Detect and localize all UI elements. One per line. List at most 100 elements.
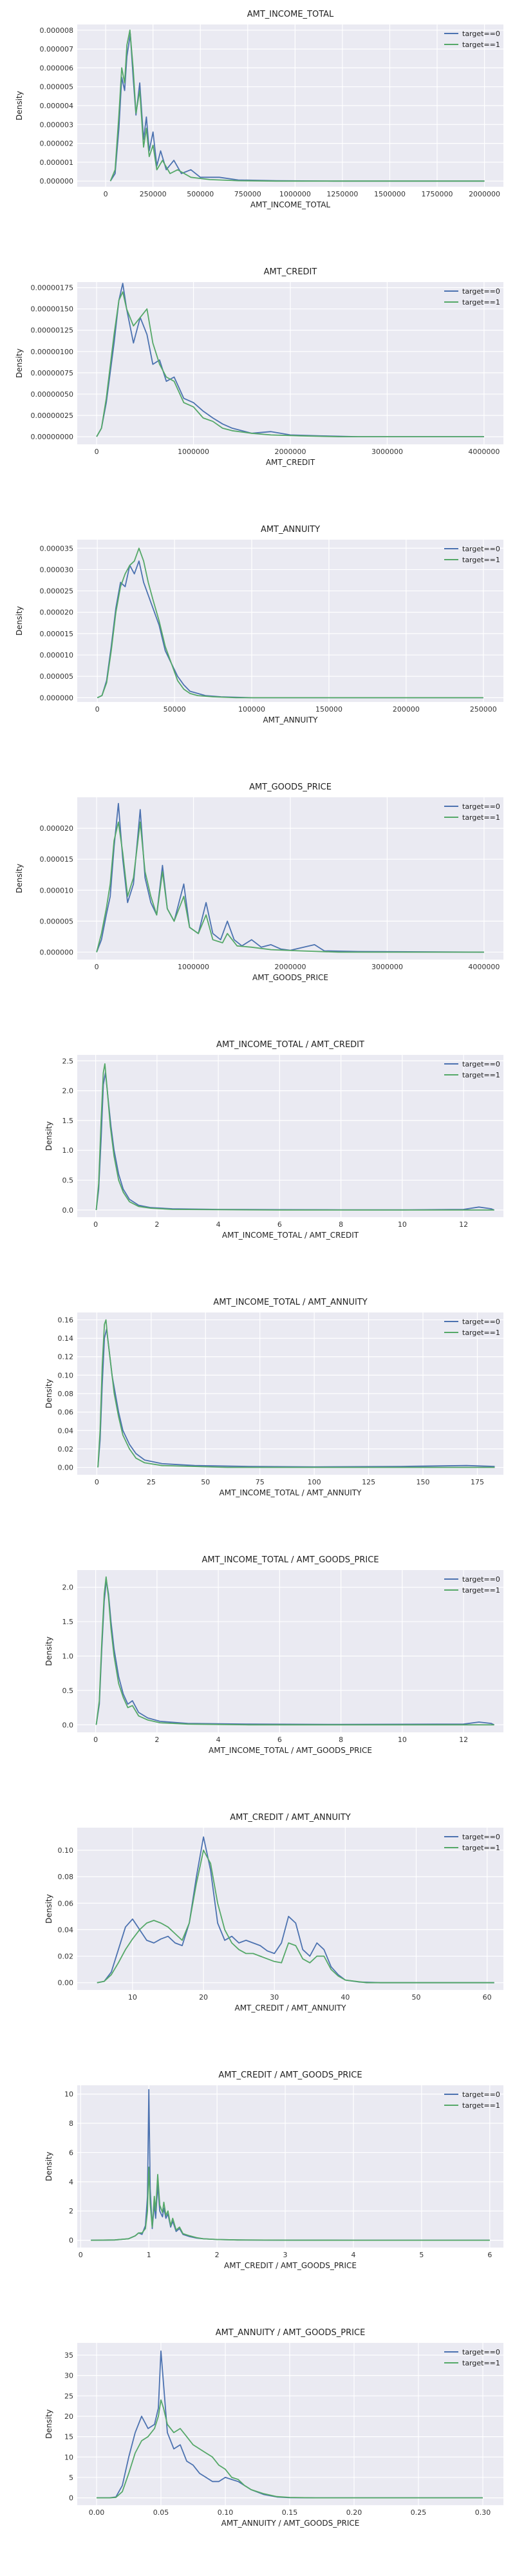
y-tick-label: 0.000008 <box>40 26 74 35</box>
x-tick-label: 50000 <box>164 705 186 714</box>
x-tick-label: 0.25 <box>411 2508 427 2517</box>
x-tick-label: 0 <box>95 1478 99 1486</box>
x-tick-label: 0.30 <box>475 2508 491 2517</box>
y-tick-label: 0.000015 <box>40 855 74 864</box>
y-tick-label: 0.000000 <box>40 948 74 956</box>
y-tick-label: 2.0 <box>62 1087 74 1095</box>
y-tick-label: 25 <box>64 2392 73 2400</box>
y-tick-label: 0.000005 <box>40 672 74 681</box>
series-line-target==1 <box>97 1850 494 1984</box>
y-tick-label: 0.06 <box>58 1408 74 1417</box>
series-line-target==1 <box>95 1576 494 1726</box>
x-axis-label: AMT_ANNUITY / AMT_GOODS_PRICE <box>221 2519 360 2528</box>
x-tick-label: 0 <box>95 963 99 971</box>
x-tick-label: 2000000 <box>275 448 306 456</box>
plot-area <box>77 1828 503 1990</box>
y-tick-label: 2 <box>69 2207 73 2215</box>
y-tick-label: 0.04 <box>58 1426 74 1435</box>
legend-label: target==0 <box>462 545 500 553</box>
x-tick-label: 0 <box>93 1736 98 1744</box>
chart-4: AMT_GOODS_PRICE 0 1000000 2000000 3000000 400… <box>15 782 503 982</box>
y-tick-label: 10 <box>64 2453 73 2461</box>
x-tick-label: 10 <box>398 1736 407 1744</box>
x-tick-label: 200000 <box>393 705 420 714</box>
y-tick-label: 0.000005 <box>40 83 74 91</box>
chart-title: AMT_CREDIT / AMT_GOODS_PRICE <box>218 2070 362 2080</box>
y-tick-label: 2.0 <box>62 1584 74 1592</box>
x-tick-label: 10 <box>398 1220 407 1229</box>
y-tick-label: 0.000030 <box>40 565 74 574</box>
x-tick-label: 0.20 <box>346 2508 362 2517</box>
x-tick-label: 250000 <box>140 190 167 198</box>
x-tick-label: 6 <box>277 1220 282 1229</box>
x-tick-label: 0.10 <box>218 2508 234 2517</box>
legend-label: target==1 <box>462 1329 500 1337</box>
legend: target==0 target==1 <box>444 2090 500 2110</box>
y-tick-label: 0.00000050 <box>31 390 73 399</box>
x-tick-label: 1750000 <box>422 190 453 198</box>
y-tick-label: 0.02 <box>58 1445 74 1454</box>
chart-title: AMT_CREDIT <box>264 267 317 277</box>
x-tick-label: 150 <box>417 1478 430 1486</box>
x-tick-label: 2 <box>154 1220 159 1229</box>
y-tick-label: 0.08 <box>58 1873 74 1881</box>
plot-area <box>77 1055 503 1217</box>
y-tick-label: 0.000020 <box>40 609 74 617</box>
legend: target==0 target==1 <box>444 1318 500 1337</box>
y-tick-label: 0.000000 <box>40 694 74 702</box>
legend: target==0 target==1 <box>444 1833 500 1852</box>
y-tick-label: 0.00000125 <box>31 327 73 335</box>
y-tick-label: 0.000005 <box>40 917 74 925</box>
y-tick-label: 0.000004 <box>40 102 74 110</box>
legend-label: target==1 <box>462 1844 500 1852</box>
y-tick-label: 0.000006 <box>40 64 74 72</box>
x-tick-label: 4000000 <box>468 963 500 971</box>
y-tick-label: 0.10 <box>58 1371 74 1379</box>
legend: target==0 target==1 <box>444 802 500 822</box>
x-tick-label: 30 <box>270 1993 279 2002</box>
plot-area <box>77 2085 503 2248</box>
y-axis-label: Density <box>15 348 24 378</box>
chart-7: AMT_INCOME_TOTAL / AMT_GOODS_PRICE 0 2 4 6 8 1… <box>44 1555 503 1755</box>
y-tick-label: 1.0 <box>62 1652 74 1660</box>
legend-label: target==0 <box>462 30 500 38</box>
y-tick-label: 0.000015 <box>40 630 74 638</box>
x-tick-label: 1000000 <box>279 190 311 198</box>
y-tick-label: 0.000001 <box>40 158 74 167</box>
x-tick-label: 4000000 <box>468 448 500 456</box>
x-axis-label: AMT_INCOME_TOTAL / AMT_GOODS_PRICE <box>209 1746 372 1755</box>
y-axis-label: Density <box>44 2409 53 2439</box>
x-tick-label: 0.00 <box>89 2508 105 2517</box>
x-tick-label: 4 <box>351 2251 355 2259</box>
x-axis-label: AMT_CREDIT <box>266 458 315 467</box>
legend-label: target==1 <box>462 41 500 49</box>
x-tick-label: 6 <box>277 1736 282 1744</box>
x-tick-label: 125 <box>362 1478 375 1486</box>
x-tick-label: 1000000 <box>178 963 209 971</box>
x-tick-label: 2 <box>154 1736 159 1744</box>
x-tick-label: 1500000 <box>374 190 406 198</box>
plot-area <box>77 540 503 702</box>
y-tick-label: 0.000025 <box>40 587 74 596</box>
x-axis-label: AMT_INCOME_TOTAL / AMT_CREDIT <box>222 1231 359 1240</box>
y-tick-label: 8 <box>69 2119 73 2128</box>
x-tick-label: 3 <box>283 2251 288 2259</box>
chart-title: AMT_INCOME_TOTAL / AMT_GOODS_PRICE <box>201 1555 379 1565</box>
y-axis-label: Density <box>15 864 24 893</box>
y-tick-label: 0.06 <box>58 1899 74 1908</box>
x-tick-label: 40 <box>341 1993 350 2002</box>
chart-title: AMT_GOODS_PRICE <box>249 782 332 792</box>
plot-area <box>77 1570 503 1732</box>
series-line-target==1 <box>96 821 484 953</box>
x-axis-label: AMT_ANNUITY <box>263 715 318 724</box>
legend-label: target==0 <box>462 287 500 296</box>
x-tick-label: 0 <box>93 1220 98 1229</box>
y-tick-label: 0.12 <box>58 1353 74 1361</box>
chart-5: AMT_INCOME_TOTAL / AMT_CREDIT 0 2 4 6 8 10 12 0.… <box>44 1040 503 1240</box>
y-tick-label: 0.000007 <box>40 45 74 53</box>
legend-label: target==1 <box>462 2101 500 2110</box>
y-tick-label: 30 <box>64 2372 73 2380</box>
x-tick-label: 60 <box>483 1993 492 2002</box>
y-tick-label: 15 <box>64 2433 73 2441</box>
chart-8: AMT_CREDIT / AMT_ANNUITY 10 20 30 40 50 60 0.00… <box>44 1813 503 2012</box>
